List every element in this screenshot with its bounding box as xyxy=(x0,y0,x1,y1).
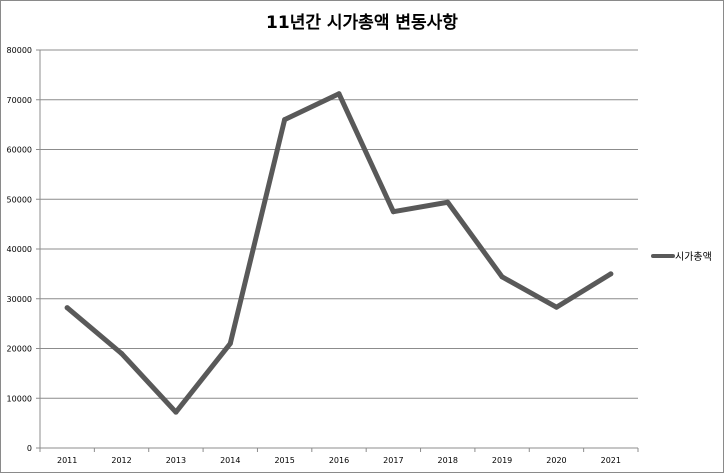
data-point xyxy=(390,209,396,215)
chart-title: 11년간 시가총액 변동사항 xyxy=(266,12,458,33)
x-tick-label: 2015 xyxy=(274,456,294,465)
x-tick-label: 2019 xyxy=(492,456,512,465)
x-tick-label: 2020 xyxy=(546,456,566,465)
y-tick-labels: 0 10000 20000 30000 40000 50000 60000 70000 8000… xyxy=(7,46,32,453)
x-tick-label: 2018 xyxy=(438,456,458,465)
data-point xyxy=(445,199,451,205)
x-tick-label: 2012 xyxy=(111,456,131,465)
data-point xyxy=(227,341,233,347)
legend: 시가총액 xyxy=(651,251,712,263)
data-point xyxy=(608,271,614,277)
axes xyxy=(36,49,639,452)
data-point xyxy=(282,117,288,123)
y-tick-label: 0 xyxy=(27,444,32,453)
data-point xyxy=(499,274,505,280)
data-point xyxy=(336,91,342,97)
data-point xyxy=(173,409,179,415)
y-tick-label: 60000 xyxy=(7,146,32,155)
y-tick-label: 20000 xyxy=(7,345,32,354)
x-tick-label: 2021 xyxy=(601,456,621,465)
data-point xyxy=(64,305,70,311)
legend-label: 시가총액 xyxy=(675,251,712,263)
data-point xyxy=(553,304,559,310)
x-tick-label: 2017 xyxy=(383,456,403,465)
x-tick-labels: 2011 2012 2013 2014 2015 2016 2017 2018 2019 2020… xyxy=(57,456,621,465)
x-tick-label: 2013 xyxy=(166,456,186,465)
data-point xyxy=(119,350,125,356)
series-line-0 xyxy=(64,91,614,415)
x-tick-label: 2011 xyxy=(57,456,77,465)
y-tick-label: 70000 xyxy=(7,96,32,105)
x-tick-label: 2014 xyxy=(220,456,240,465)
gridlines xyxy=(40,49,638,399)
x-tick-label: 2016 xyxy=(329,456,349,465)
y-tick-label: 10000 xyxy=(7,394,32,403)
y-tick-label: 40000 xyxy=(7,245,32,254)
series-lines xyxy=(64,91,614,415)
y-tick-label: 80000 xyxy=(7,46,32,55)
y-tick-label: 50000 xyxy=(7,195,32,204)
y-tick-label: 30000 xyxy=(7,295,32,304)
